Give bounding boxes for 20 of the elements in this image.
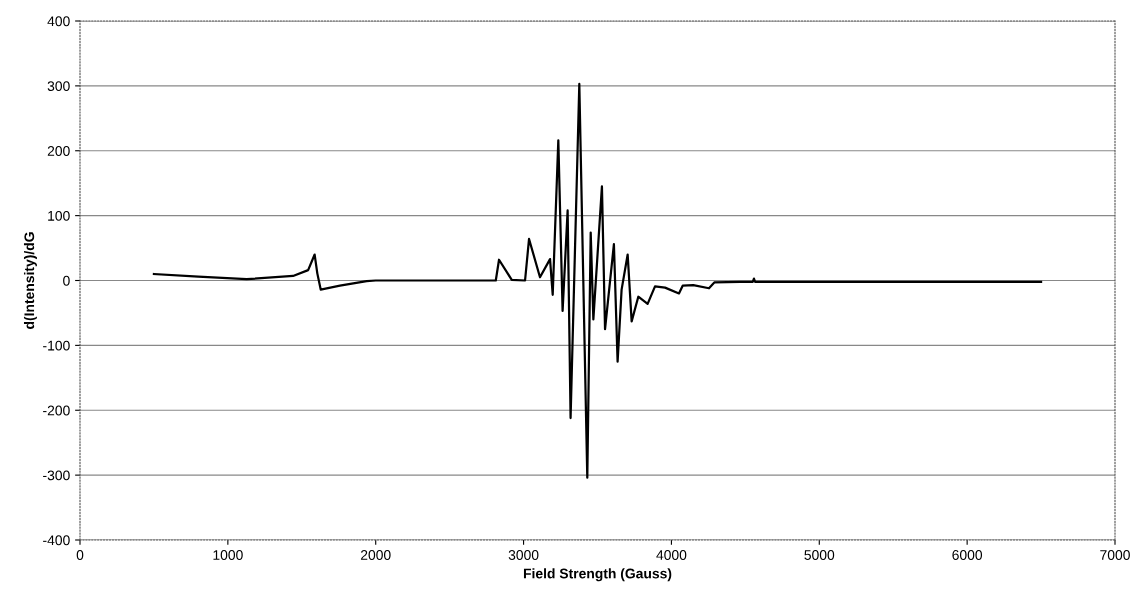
y-tick-label: 100 xyxy=(48,210,70,221)
line-series xyxy=(152,82,1043,479)
x-axis-title: Field Strength (Gauss) xyxy=(523,568,672,582)
x-tick-label: 4000 xyxy=(656,550,687,560)
x-tick-label: 2000 xyxy=(360,550,391,560)
y-tick-label: 0 xyxy=(63,275,70,286)
y-tick-label: 400 xyxy=(47,16,70,27)
x-tick-label: 1000 xyxy=(213,550,243,560)
y-tick-label: -100 xyxy=(43,340,70,351)
y-tick-label: -200 xyxy=(43,405,70,416)
x-tick-label: 3000 xyxy=(508,550,539,560)
y-tick-label: -400 xyxy=(43,535,70,546)
x-tick-label: 6000 xyxy=(952,550,983,560)
x-tick-label: 5000 xyxy=(804,550,835,560)
x-tick-label: 0 xyxy=(76,550,84,560)
y-tick-label: 300 xyxy=(47,81,70,92)
y-axis-title: d(Intensity)/dG xyxy=(23,232,37,329)
y-tick-label: -300 xyxy=(43,470,70,481)
y-tick-label: 200 xyxy=(47,146,70,156)
x-tick-label: 7000 xyxy=(1100,550,1130,560)
